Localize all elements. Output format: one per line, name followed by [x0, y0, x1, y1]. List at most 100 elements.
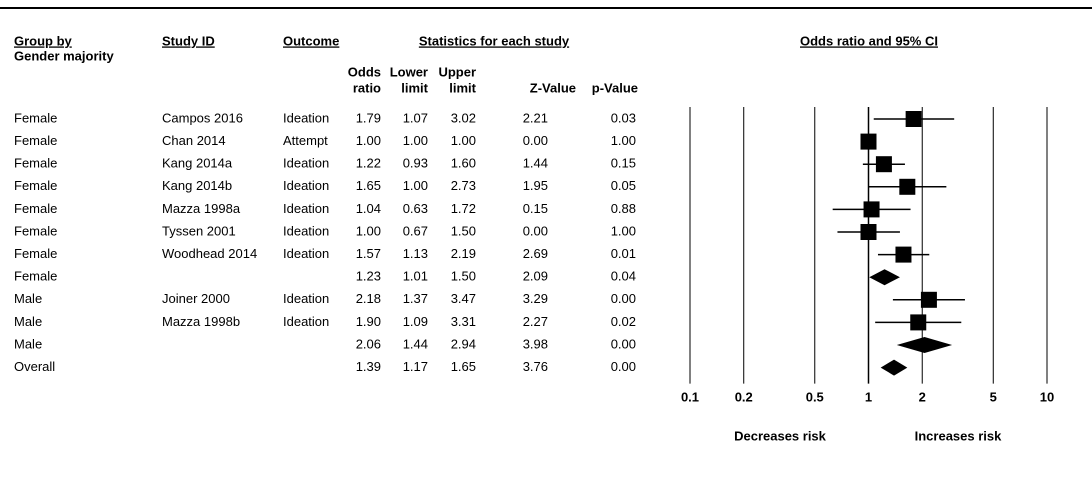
p-cell: 0.03: [611, 110, 636, 125]
p-cell: 1.00: [611, 133, 636, 148]
summary-diamond: [869, 269, 900, 286]
x-tick-label: 5: [990, 389, 997, 404]
point-estimate: [863, 201, 880, 218]
outcome-cell: Ideation: [283, 314, 329, 329]
p-cell: 0.88: [611, 201, 636, 216]
lower-cell: 0.67: [403, 223, 428, 238]
x-tick-label: 1: [865, 389, 872, 404]
x-tick-label: 10: [1040, 389, 1054, 404]
p-cell: 0.00: [611, 336, 636, 351]
point-estimate: [899, 178, 916, 195]
point-estimate: [895, 246, 912, 263]
group-cell: Female: [14, 223, 57, 238]
group-cell: Overall: [14, 359, 55, 374]
header-upper: limit: [449, 80, 476, 95]
summary-diamond: [896, 337, 953, 353]
odds_ratio-cell: 1.23: [356, 269, 381, 284]
group-cell: Male: [14, 291, 42, 306]
upper-cell: 2.19: [451, 246, 476, 261]
x-tick-label: 0.5: [806, 389, 824, 404]
group-cell: Female: [14, 201, 57, 216]
group-cell: Female: [14, 178, 57, 193]
header-group: Gender majority: [14, 48, 114, 63]
p-cell: 0.00: [611, 291, 636, 306]
group-cell: Female: [14, 133, 57, 148]
outcome-cell: Ideation: [283, 291, 329, 306]
lower-cell: 1.09: [403, 314, 428, 329]
header-stats: Statistics for each study: [419, 33, 570, 48]
upper-cell: 3.31: [451, 314, 476, 329]
outcome-cell: Ideation: [283, 156, 329, 171]
study-cell: Joiner 2000: [162, 291, 230, 306]
right-label: Increases risk: [915, 428, 1003, 443]
group-cell: Female: [14, 246, 57, 261]
group-cell: Male: [14, 336, 42, 351]
group-cell: Female: [14, 269, 57, 284]
outcome-cell: Ideation: [283, 223, 329, 238]
header-or: ratio: [353, 80, 381, 95]
header-z: Z-Value: [530, 80, 576, 95]
lower-cell: 0.63: [403, 201, 428, 216]
odds_ratio-cell: 1.00: [356, 223, 381, 238]
p-cell: 0.05: [611, 178, 636, 193]
odds_ratio-cell: 1.22: [356, 156, 381, 171]
z-cell: 2.21: [523, 110, 548, 125]
outcome-cell: Ideation: [283, 201, 329, 216]
point-estimate: [910, 314, 927, 331]
header-study: Study ID: [162, 33, 215, 48]
z-cell: 3.76: [523, 359, 548, 374]
x-tick-label: 2: [919, 389, 926, 404]
upper-cell: 1.60: [451, 156, 476, 171]
lower-cell: 1.00: [403, 178, 428, 193]
x-tick-label: 0.1: [681, 389, 699, 404]
upper-cell: 2.94: [451, 336, 476, 351]
point-estimate: [875, 156, 892, 173]
z-cell: 1.44: [523, 156, 548, 171]
group-cell: Male: [14, 314, 42, 329]
left-label: Decreases risk: [734, 428, 827, 443]
upper-cell: 1.50: [451, 269, 476, 284]
upper-cell: 1.50: [451, 223, 476, 238]
study-cell: Kang 2014a: [162, 156, 233, 171]
upper-cell: 1.72: [451, 201, 476, 216]
study-cell: Tyssen 2001: [162, 223, 236, 238]
header-plot: Odds ratio and 95% CI: [800, 33, 938, 48]
odds_ratio-cell: 1.65: [356, 178, 381, 193]
lower-cell: 1.17: [403, 359, 428, 374]
group-cell: Female: [14, 156, 57, 171]
p-cell: 0.15: [611, 156, 636, 171]
study-cell: Campos 2016: [162, 110, 243, 125]
header-lower: limit: [401, 80, 428, 95]
z-cell: 3.98: [523, 336, 548, 351]
top-rule: [0, 7, 1092, 9]
header-upper: Upper: [438, 64, 476, 79]
lower-cell: 0.93: [403, 156, 428, 171]
odds_ratio-cell: 1.57: [356, 246, 381, 261]
odds_ratio-cell: 1.04: [356, 201, 381, 216]
upper-cell: 3.47: [451, 291, 476, 306]
header-lower: Lower: [390, 64, 428, 79]
header-p: p-Value: [592, 80, 638, 95]
p-cell: 0.01: [611, 246, 636, 261]
point-estimate: [905, 111, 922, 127]
z-cell: 2.69: [523, 246, 548, 261]
odds_ratio-cell: 1.90: [356, 314, 381, 329]
outcome-cell: Ideation: [283, 178, 329, 193]
outcome-cell: Attempt: [283, 133, 328, 148]
point-estimate: [920, 291, 937, 308]
lower-cell: 1.07: [403, 110, 428, 125]
header-or: Odds: [348, 64, 381, 79]
upper-cell: 3.02: [451, 110, 476, 125]
group-cell: Female: [14, 110, 57, 125]
outcome-cell: Ideation: [283, 110, 329, 125]
p-cell: 0.04: [611, 269, 636, 284]
odds_ratio-cell: 1.39: [356, 359, 381, 374]
z-cell: 1.95: [523, 178, 548, 193]
upper-cell: 1.00: [451, 133, 476, 148]
x-tick-label: 0.2: [735, 389, 753, 404]
odds_ratio-cell: 2.06: [356, 336, 381, 351]
lower-cell: 1.00: [403, 133, 428, 148]
summary-diamond: [880, 359, 908, 376]
point-estimate: [860, 133, 877, 150]
